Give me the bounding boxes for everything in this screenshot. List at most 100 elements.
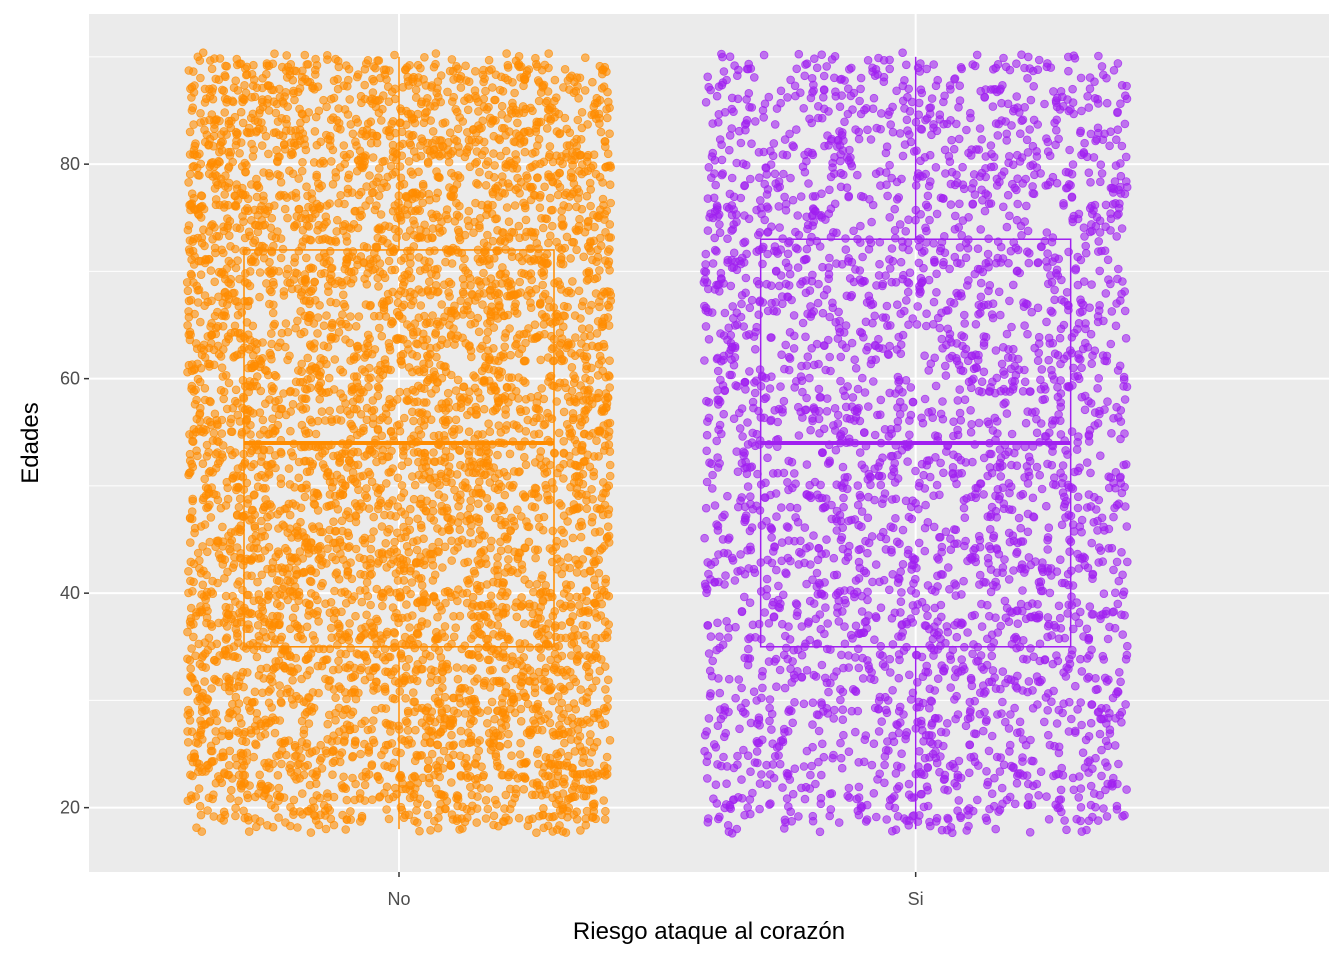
data-point: [417, 287, 427, 297]
data-point: [340, 159, 350, 169]
data-point: [413, 60, 423, 70]
data-point: [345, 95, 355, 104]
data-point: [548, 526, 558, 536]
data-point: [238, 212, 247, 221]
data-point: [300, 762, 310, 771]
data-point: [322, 359, 331, 369]
data-point: [327, 318, 337, 328]
data-point: [530, 502, 540, 512]
data-point: [200, 291, 210, 300]
data-point: [536, 190, 545, 200]
data-point: [464, 206, 474, 216]
data-point: [281, 126, 291, 135]
data-point: [224, 760, 234, 770]
data-point: [465, 503, 475, 513]
data-point: [586, 201, 595, 211]
data-point: [187, 271, 197, 280]
data-point: [601, 685, 610, 694]
data-point: [470, 318, 480, 328]
data-point: [352, 72, 362, 82]
data-point: [245, 624, 254, 634]
data-point: [568, 533, 578, 543]
data-point: [483, 157, 493, 166]
data-point: [402, 63, 412, 72]
data-point: [582, 806, 592, 816]
data-point: [326, 334, 336, 344]
data-point: [283, 327, 293, 337]
data-point: [231, 803, 240, 813]
data-point: [204, 447, 213, 457]
data-point: [229, 560, 239, 569]
data-point: [506, 697, 516, 707]
data-point: [430, 457, 440, 467]
data-point: [461, 61, 470, 71]
data-point: [270, 451, 280, 460]
data-point: [374, 164, 384, 173]
data-point: [316, 137, 326, 147]
data-point: [196, 317, 205, 327]
data-point: [364, 746, 374, 755]
data-point: [390, 50, 399, 60]
data-point: [377, 331, 387, 341]
data-point: [556, 285, 566, 294]
data-point: [571, 225, 581, 234]
data-point: [357, 365, 367, 374]
data-point: [434, 687, 444, 696]
data-point: [356, 252, 366, 261]
data-point: [489, 149, 498, 158]
data-point: [460, 759, 470, 768]
data-point: [209, 709, 218, 719]
data-point: [554, 641, 563, 651]
data-point: [388, 318, 398, 327]
data-point: [387, 87, 397, 96]
data-point: [493, 821, 503, 831]
data-point: [378, 634, 387, 643]
data-point: [261, 131, 271, 141]
data-point: [427, 233, 437, 242]
data-point: [306, 702, 316, 712]
data-point: [441, 473, 451, 483]
data-point: [213, 536, 223, 545]
data-point: [319, 321, 329, 331]
data-point: [556, 501, 566, 510]
data-point: [560, 190, 570, 200]
data-point: [444, 157, 454, 167]
data-point: [406, 563, 415, 573]
data-point: [411, 85, 421, 95]
data-point: [465, 686, 475, 695]
data-point: [185, 449, 195, 459]
data-point: [500, 490, 510, 500]
data-point: [517, 593, 526, 602]
data-point: [239, 806, 248, 816]
data-point: [189, 559, 199, 569]
data-point: [481, 181, 491, 190]
data-point: [545, 495, 555, 505]
data-point: [431, 384, 441, 394]
data-point: [603, 522, 613, 531]
data-point: [410, 816, 419, 826]
data-point: [401, 120, 411, 129]
data-point: [450, 485, 459, 495]
data-point: [421, 506, 431, 516]
data-point: [244, 827, 254, 836]
data-point: [541, 663, 551, 673]
data-point: [478, 300, 487, 309]
data-point: [321, 212, 331, 222]
data-point: [395, 687, 405, 696]
data-point: [559, 407, 569, 417]
data-point: [323, 467, 333, 477]
data-point: [351, 114, 361, 124]
data-point: [502, 383, 512, 393]
data-point: [499, 653, 508, 662]
data-point: [357, 663, 366, 673]
data-point: [595, 266, 604, 275]
data-point: [394, 311, 404, 321]
data-point: [446, 370, 456, 380]
data-point: [514, 109, 524, 118]
data-point: [234, 502, 244, 512]
data-point: [284, 464, 294, 473]
data-point: [566, 254, 575, 263]
data-point: [281, 319, 291, 328]
data-point: [600, 142, 610, 152]
data-point: [384, 794, 394, 804]
